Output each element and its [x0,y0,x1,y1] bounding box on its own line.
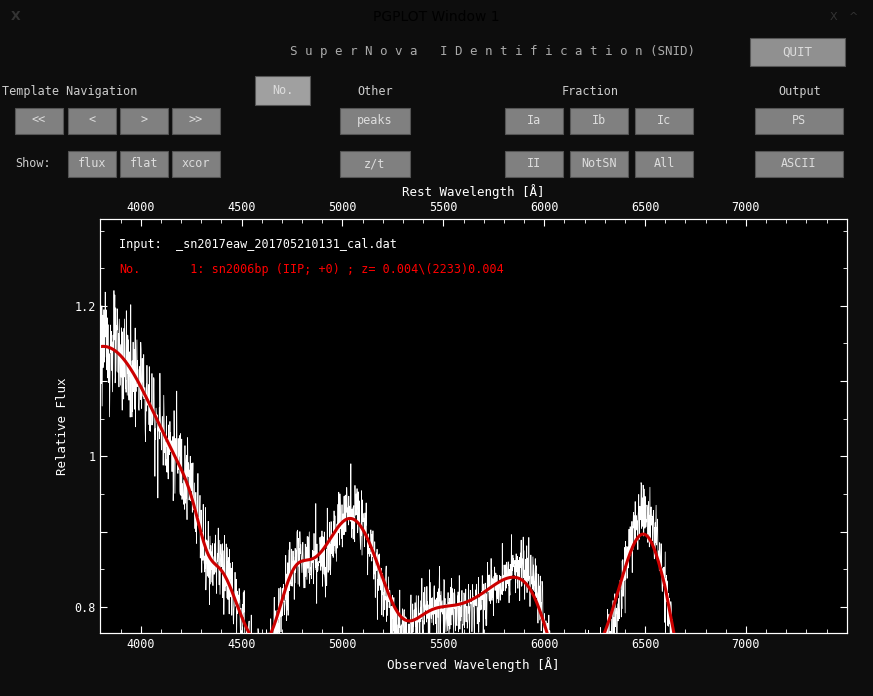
Text: No.: No. [119,262,141,276]
Text: X: X [830,12,837,22]
Text: Ic: Ic [656,114,671,127]
Bar [340,150,410,177]
Text: PGPLOT Window 1: PGPLOT Window 1 [373,10,500,24]
Bar [635,108,693,134]
Bar [68,150,116,177]
Text: Output: Output [779,85,821,98]
Bar [750,38,845,66]
Text: No.: No. [272,84,293,97]
Text: >>: >> [189,114,203,127]
Text: peaks: peaks [357,114,393,127]
Bar [15,108,63,134]
Bar [755,108,843,134]
Text: Ib: Ib [592,114,606,127]
Text: ^: ^ [849,12,858,22]
Text: Input:  _sn2017eaw_201705210131_cal.dat: Input: _sn2017eaw_201705210131_cal.dat [119,238,397,251]
Text: <: < [88,114,95,127]
Bar [255,77,310,104]
Bar [570,150,628,177]
Text: xcor: xcor [182,157,210,171]
Text: Other: Other [357,85,393,98]
Text: All: All [653,157,675,171]
X-axis label: Rest Wavelength [Å]: Rest Wavelength [Å] [402,184,545,199]
Bar [120,108,168,134]
Bar [68,108,116,134]
X-axis label: Observed Wavelength [Å]: Observed Wavelength [Å] [388,657,560,672]
Text: X: X [10,10,21,23]
Text: 1: sn2006bp (IIP; +0) ; z= 0.004\(2233)0.004: 1: sn2006bp (IIP; +0) ; z= 0.004\(2233)0… [119,262,504,276]
Bar [505,150,563,177]
Text: PS: PS [792,114,806,127]
Text: II: II [527,157,541,171]
Text: Show:: Show: [15,157,51,171]
Bar [635,150,693,177]
Text: Fraction: Fraction [561,85,618,98]
Text: NotSN: NotSN [581,157,617,171]
Text: flux: flux [78,157,107,171]
Text: <<: << [32,114,46,127]
Bar [120,150,168,177]
Text: Ia: Ia [527,114,541,127]
Bar [755,150,843,177]
Text: z/t: z/t [364,157,386,171]
Text: S u p e r N o v a   I D e n t i f i c a t i o n (SNID): S u p e r N o v a I D e n t i f i c a t … [290,45,695,58]
Text: QUIT: QUIT [782,46,813,59]
Text: flat: flat [130,157,158,171]
Bar [172,150,220,177]
Text: ASCII: ASCII [781,157,817,171]
Bar [505,108,563,134]
Text: Template Navigation: Template Navigation [3,85,138,98]
Bar [340,108,410,134]
Bar [570,108,628,134]
Text: >: > [141,114,148,127]
Bar [172,108,220,134]
Y-axis label: Relative Flux: Relative Flux [56,377,69,475]
